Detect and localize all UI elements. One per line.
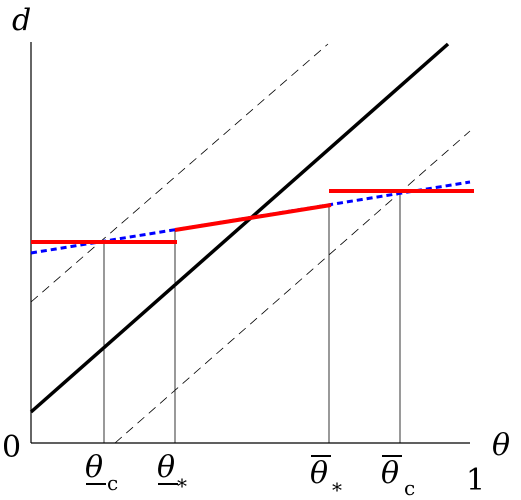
lower-dashed-line xyxy=(114,130,471,444)
tick-theta-star-lower-sub: * xyxy=(177,474,187,498)
upper-dashed-line xyxy=(30,43,329,303)
tick-theta-star-upper: θ * xyxy=(310,455,342,500)
tick-theta-c-upper: θ c xyxy=(381,455,415,500)
tick-theta-c-upper-sub: c xyxy=(404,476,415,500)
y-axis-label: d xyxy=(12,3,31,38)
tick-theta-c-lower-sub: c xyxy=(107,471,118,495)
origin-label: 0 xyxy=(2,430,21,465)
tick-theta-c-upper-symbol: θ xyxy=(381,456,399,491)
main-diagonal-line xyxy=(29,42,450,414)
x-axis-label: θ xyxy=(492,428,510,463)
tick-theta-star-upper-sub: * xyxy=(332,478,342,500)
tick-theta-star-lower: θ * xyxy=(157,450,187,498)
red-segment-middle xyxy=(174,203,332,232)
x-end-label: 1 xyxy=(466,463,485,498)
tick-theta-c-lower: θ c xyxy=(85,450,118,495)
tick-theta-star-lower-symbol: θ xyxy=(157,450,175,485)
tick-theta-star-upper-symbol: θ xyxy=(310,456,328,491)
tick-theta-c-lower-symbol: θ xyxy=(85,450,103,485)
